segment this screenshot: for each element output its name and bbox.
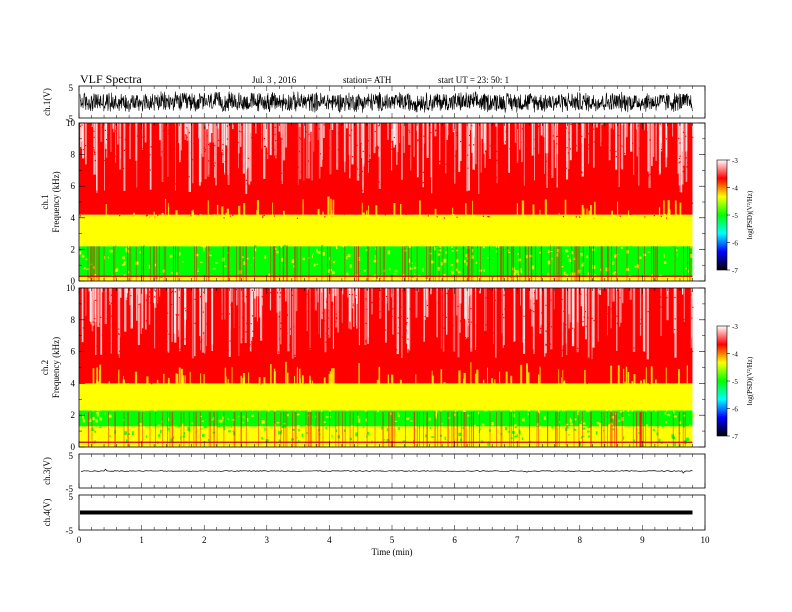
x-tick-label: 4 [327, 535, 332, 545]
figure-title: VLF Spectra [80, 72, 142, 86]
y-axis-label: ch.1(V) [42, 88, 52, 116]
y-tick-label: 5 [69, 83, 74, 93]
y-tick-label: -5 [66, 526, 74, 536]
ch1-spectrogram-panel: 0 2 4 6 8 10 ch.1 Frequency (kHz) [40, 118, 706, 286]
x-tick-label: 8 [578, 535, 583, 545]
spectrogram-band [79, 276, 693, 281]
ch4-waveform-panel: 5 -5 ch.4(V) [42, 492, 706, 536]
y-axis-label: ch.3(V) [42, 457, 52, 485]
x-tick-label: 7 [515, 535, 520, 545]
ch3-waveform-trace [80, 468, 693, 474]
ch1-waveform-panel: 5 -5 ch.1(V) [42, 83, 706, 124]
spectrogram-band [79, 410, 693, 427]
x-tick-label: 10 [701, 535, 711, 545]
colorbar-tick-label: -6 [732, 406, 738, 414]
y-tick-label: 4 [71, 213, 76, 223]
y-tick-label: 5 [69, 492, 74, 502]
y-tick-label: 5 [69, 451, 74, 461]
start-time-label: start UT = 23: 50: 1 [438, 75, 509, 85]
colorbar-scale [716, 159, 728, 271]
ch2-spectrogram-panel: 0 2 4 6 8 10 ch.2 Frequency (kHz) [40, 283, 706, 452]
ch1-waveform-trace [79, 91, 693, 113]
date-label: Jul. 3 , 2016 [252, 75, 297, 85]
y-tick-label: 10 [66, 118, 76, 128]
x-tick-label: 1 [139, 535, 144, 545]
colorbar-tick-label: -4 [732, 185, 738, 193]
x-tick-label: 6 [452, 535, 457, 545]
y-tick-label: 8 [71, 150, 76, 160]
colorbar-1: -3 -4 -5 -6 -7 log(PSD)(V²/Hz) [716, 157, 754, 275]
y-tick-label: 6 [71, 181, 76, 191]
colorbar-tick-label: -7 [732, 433, 738, 441]
time-axis: 0 1 2 3 4 5 6 7 8 9 10 Time (min) [77, 535, 710, 557]
colorbar-tick-label: -5 [732, 378, 738, 386]
colorbar-tick-label: -4 [732, 351, 738, 359]
colorbar-tick-label: -7 [732, 267, 738, 275]
y-tick-label: 0 [71, 276, 76, 286]
x-tick-label: 2 [202, 535, 207, 545]
ch3-waveform-panel: 5 -5 ch.3(V) [42, 451, 706, 494]
y-tick-label: -5 [66, 114, 74, 124]
y-tick-label: 4 [71, 378, 76, 388]
x-tick-label: 5 [390, 535, 395, 545]
y-axis-label: Frequency (kHz) [51, 337, 61, 398]
spectrogram-texture [79, 288, 695, 447]
y-axis-label: ch.4(V) [42, 499, 52, 527]
station-label: station= ATH [343, 75, 392, 85]
spectrogram-band [79, 426, 693, 447]
y-tick-label: 6 [71, 347, 76, 357]
y-tick-label: -5 [66, 484, 74, 494]
y-tick-label: 10 [66, 283, 76, 293]
x-tick-label: 0 [77, 535, 82, 545]
y-axis-channel-label: ch.2 [40, 360, 50, 375]
y-tick-label: 2 [71, 244, 76, 254]
colorbar-tick-label: -5 [732, 212, 738, 220]
x-axis-label: Time (min) [372, 547, 413, 557]
spectrogram-texture [79, 123, 695, 281]
y-axis-channel-label: ch.1 [40, 194, 50, 209]
colorbar-scale [716, 325, 728, 437]
y-axis-label: Frequency (kHz) [51, 171, 61, 232]
x-tick-label: 3 [265, 535, 270, 545]
y-tick-label: 8 [71, 315, 76, 325]
colorbar-tick-label: -3 [732, 157, 738, 165]
colorbar-2: -3 -4 -5 -6 -7 log(PSD)(V²/Hz) [716, 323, 754, 441]
spectrogram-band [79, 123, 693, 215]
y-tick-label: 0 [71, 442, 76, 452]
colorbar-tick-label: -3 [732, 323, 738, 331]
x-tick-label: 9 [640, 535, 645, 545]
colorbar-label: log(PSD)(V²/Hz) [746, 356, 754, 405]
colorbar-tick-label: -6 [732, 240, 738, 248]
colorbar-label: log(PSD)(V²/Hz) [746, 190, 754, 239]
y-tick-label: 2 [71, 410, 76, 420]
